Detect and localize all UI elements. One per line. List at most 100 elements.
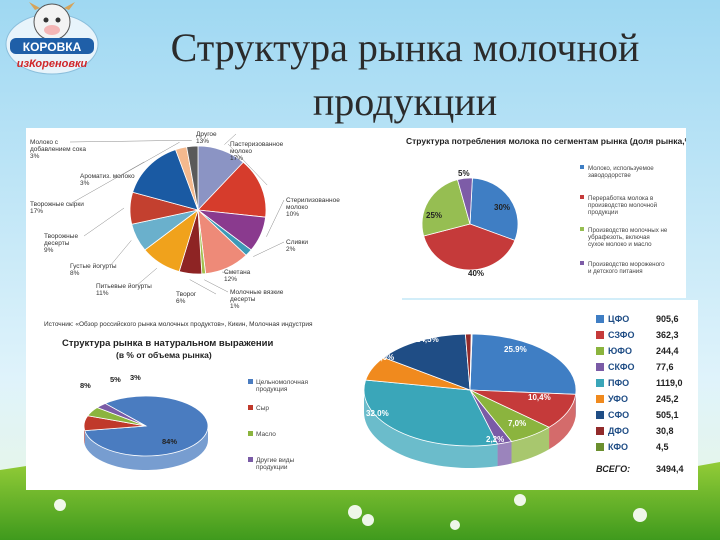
districts-legend-value-сфо: 505,1 bbox=[656, 410, 679, 420]
districts-legend-value-юфо: 244,4 bbox=[656, 346, 679, 356]
segments-label-питьевые-йогурты: Питьевые йогурты 11% bbox=[96, 282, 152, 297]
districts-pct-дфо: 1% bbox=[456, 315, 468, 324]
segments-label-стерилизованное-молоко: Стерилизованное молоко 10% bbox=[286, 197, 340, 218]
districts-legend-value-кфо: 4,5 bbox=[656, 442, 669, 452]
chart-segments: Другое 13% Пастеризованное молоко 17% Стерили… bbox=[30, 131, 340, 328]
segments-leader-11 bbox=[119, 142, 180, 177]
segments-label-молочные-вязкие-десерты: Молочные вязкие десерты 1% bbox=[230, 289, 284, 310]
districts-legend-swatch-пфо bbox=[596, 379, 604, 387]
chart-natural: Структура рынка в натуральном выражении … bbox=[62, 338, 308, 471]
natural-legend-swatch-0 bbox=[248, 379, 253, 384]
districts-legend-swatch-кфо bbox=[596, 443, 604, 451]
districts-pct-уфо: 7,0% bbox=[376, 353, 394, 362]
segments-pct-сливки: 2% bbox=[286, 246, 296, 253]
segments-slice-молоко-с-добавлением-сока bbox=[186, 145, 199, 211]
districts-legend-label-сфо: СФО bbox=[608, 410, 629, 420]
consumption-pct-0: 30% bbox=[494, 203, 510, 212]
segments-label-сметана: Сметана 12% bbox=[224, 269, 251, 283]
districts-legend-swatch-цфо bbox=[596, 315, 604, 323]
segments-leader-8 bbox=[109, 240, 132, 267]
segments-leader-7 bbox=[135, 268, 158, 287]
segments-label-густые-йогурты: Густые йогурты 8% bbox=[70, 262, 117, 277]
consumption-legend-swatch-2 bbox=[580, 227, 584, 231]
districts-wall-4 bbox=[364, 390, 498, 468]
districts-legend-swatch-сфо bbox=[596, 411, 604, 419]
chart-consumption: Структура потребления молока по сегмента… bbox=[406, 136, 695, 278]
consumption-slice-молоко-используемое-завододорстве bbox=[469, 177, 519, 241]
consumption-slice-производство-мороженого-и-детского-питания bbox=[456, 177, 473, 225]
districts-legend-label-кфо: КФО bbox=[608, 442, 628, 452]
segments-pct-творожные-сырки: 17% bbox=[30, 208, 43, 215]
slide-title-line2: продукции bbox=[312, 79, 498, 124]
consumption-legend-label-1: Переработка молока в производство молочно… bbox=[588, 195, 658, 216]
segments-pct-стерилизованное-молоко: 10% bbox=[286, 211, 299, 218]
consumption-slice-переработка-молока-в-производство-молочной-продукции bbox=[423, 223, 516, 271]
natural-legend-swatch-2 bbox=[248, 431, 253, 436]
consumption-pct-2: 25% bbox=[426, 211, 442, 220]
segments-pct-питьевые-йогурты: 11% bbox=[96, 290, 109, 297]
districts-pct-сфо: 14,5% bbox=[416, 335, 439, 344]
natural-pct-0: 84% bbox=[162, 437, 177, 446]
consumption-pct-1: 40% bbox=[468, 269, 484, 278]
panel-segments: Другое 13% Пастеризованное молоко 17% Стерили… bbox=[26, 128, 402, 332]
segments-pct-пастеризованное-молоко: 17% bbox=[230, 155, 243, 162]
segments-pct-другое: 13% bbox=[196, 138, 209, 145]
natural-legend-label-3: Другие виды продукции bbox=[256, 457, 294, 471]
districts-pct-пфо: 32.0% bbox=[366, 409, 389, 418]
natural-subtitle: (в % от объема рынка) bbox=[116, 350, 212, 360]
panel-districts: 25.9% 10,4% 7,0% 2,2% 32.0% 7,0% 14,5% 1% ЦФО 90… bbox=[360, 300, 698, 490]
segments-label-сливки: Сливки 2% bbox=[286, 239, 308, 253]
districts-legend-label-дфо: ДФО bbox=[608, 426, 629, 436]
segments-pct-молоко-с-добавлением-сока: 3% bbox=[30, 153, 40, 160]
segments-slice-пастеризованное-молоко bbox=[197, 161, 267, 218]
districts-legend-swatch-дфо bbox=[596, 427, 604, 435]
source-note: Источник: «Обзор российского рынка молоч… bbox=[44, 320, 313, 328]
segments-pct-творог: 6% bbox=[176, 298, 186, 305]
districts-legend-value-уфо: 245,2 bbox=[656, 394, 679, 404]
segments-pct-густые-йогурты: 8% bbox=[70, 270, 80, 277]
districts-wall-2 bbox=[511, 427, 550, 464]
segments-leader-12 bbox=[69, 139, 192, 143]
segments-label-творожные-сырки: Творожные сырки 17% bbox=[30, 201, 84, 215]
consumption-pct-3: 5% bbox=[458, 169, 470, 178]
districts-legend-label-юфо: ЮФО bbox=[608, 346, 632, 356]
districts-legend-label-пфо: ПФО bbox=[608, 378, 629, 388]
consumption-legend-label-2: Производство молочных не убрафезоть, вклю… bbox=[588, 227, 668, 248]
districts-pct-цфо: 25.9% bbox=[504, 345, 527, 354]
segments-pct-творожные-десерты: 9% bbox=[44, 247, 54, 254]
natural-legend-swatch-1 bbox=[248, 405, 253, 410]
slide-title-line1: Структура рынка молочной bbox=[170, 25, 640, 70]
segments-pct-ароматиз-молоко: 3% bbox=[80, 180, 90, 187]
consumption-title-text: Структура потребления молока по сегмента… bbox=[406, 136, 686, 146]
districts-legend-swatch-скфо bbox=[596, 363, 604, 371]
segments-label-творожные-десерты: Творожные десерты 9% bbox=[44, 233, 78, 254]
consumption-slice-производство-молочных-не-убрафезоть-включая-сухое-молоко-и-масло bbox=[421, 179, 471, 237]
districts-legend-swatch-уфо bbox=[596, 395, 604, 403]
districts-slice-сфо bbox=[382, 333, 471, 391]
districts-legend-value-пфо: 1119,0 bbox=[656, 378, 683, 388]
segments-label-ароматиз-молоко: Ароматиз. молоко 3% bbox=[80, 173, 135, 187]
districts-legend-value-дфо: 30,8 bbox=[656, 426, 674, 436]
consumption-legend-label-0: Молоко, используемое завододорстве bbox=[588, 165, 654, 179]
segments-label-другое: Другое 13% bbox=[196, 131, 217, 145]
consumption-title: Структура потребления молока по сегмента… bbox=[406, 136, 686, 146]
natural-legend-label-1: Сыр bbox=[256, 405, 269, 412]
districts-legend-value-цфо: 905,6 bbox=[656, 314, 679, 324]
consumption-legend-label-3: Производство мороженого и детского питани… bbox=[588, 261, 665, 275]
segments-slice-творожные-сырки bbox=[132, 149, 199, 211]
natural-legend-swatch-3 bbox=[248, 457, 253, 462]
natural-legend-label-0: Цельномолочная продукция bbox=[256, 379, 308, 393]
segments-leader-4 bbox=[221, 271, 231, 274]
consumption-legend-swatch-0 bbox=[580, 165, 584, 169]
segments-leader-0 bbox=[224, 133, 237, 145]
segments-pct-молочные-вязкие-десерты: 1% bbox=[230, 303, 240, 310]
districts-legend-label-скфо: СКФО bbox=[608, 362, 635, 372]
districts-legend-value-сзфо: 362,3 bbox=[656, 330, 679, 340]
segments-leader-10 bbox=[69, 161, 145, 205]
natural-pct-1: 8% bbox=[80, 381, 91, 390]
natural-pct-2: 5% bbox=[110, 375, 121, 384]
districts-slice-сзфо bbox=[469, 389, 577, 428]
districts-legend-label-цфо: ЦФО bbox=[608, 314, 629, 324]
districts-slice-пфо bbox=[363, 379, 499, 447]
consumption-legend-swatch-1 bbox=[580, 195, 584, 199]
